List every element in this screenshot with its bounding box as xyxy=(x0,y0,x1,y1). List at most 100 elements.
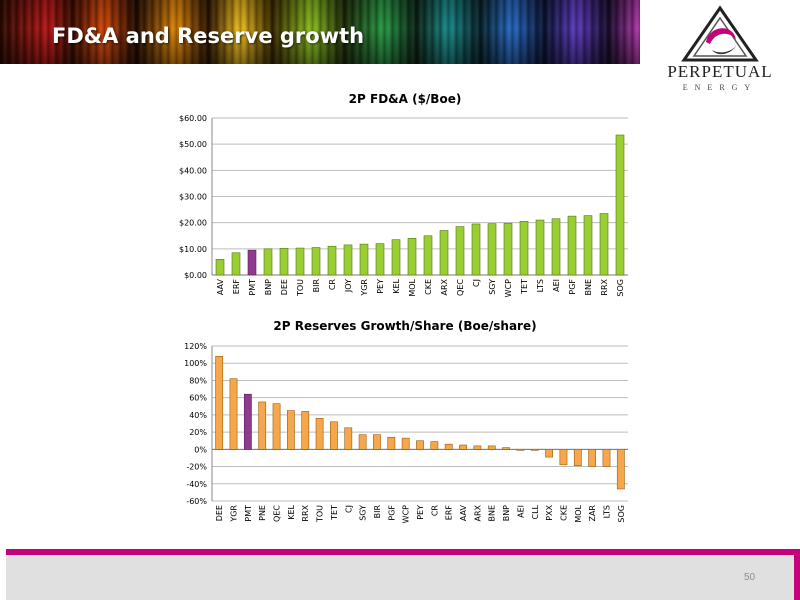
reserves-chart-bar-bir xyxy=(373,434,381,450)
reserves-chart-bar-qec xyxy=(272,403,281,450)
reserves-chart-y-tick-label: 60% xyxy=(189,394,207,403)
fda-chart-bar-sgy xyxy=(487,223,497,276)
reserves-chart-x-label-pey: PEY xyxy=(416,505,425,520)
reserves-chart-bar-mol xyxy=(573,449,582,466)
fda-chart-bar-ygr xyxy=(359,243,369,276)
fda-chart-bar-cj xyxy=(471,223,481,276)
fda-chart-y-ticks: $0.00 $10.00 $20.00 $30.00 $40.00 $50.00 $60.0… xyxy=(179,114,207,280)
reserves-chart-x-label-pgf: PGF xyxy=(387,505,396,521)
reserves-chart-x-label-cr: CR xyxy=(430,505,439,517)
reserves-chart-x-label-sog: SOG xyxy=(617,505,626,523)
fda-chart-x-label-pmt: PMT xyxy=(248,279,257,296)
fda-chart-x-label-mol: MOL xyxy=(408,278,417,296)
reserves-chart-bar-pgf xyxy=(387,436,396,450)
fda-chart-x-label-bne: BNE xyxy=(584,279,593,296)
fda-chart-bar-qec xyxy=(455,226,465,276)
reserves-chart-x-label-tou: TOU xyxy=(316,505,325,523)
fda-chart-x-label-cj: CJ xyxy=(472,279,481,287)
fda-chart-bar-tou xyxy=(295,247,305,276)
reserves-chart-x-label-erf: ERF xyxy=(445,505,454,521)
reserves-chart-x-label-bnp: BNP xyxy=(502,505,511,521)
reserves-chart-x-label-zar: ZAR xyxy=(588,505,597,522)
reserves-chart-bar-erf xyxy=(444,443,453,450)
fda-chart-x-label-cr: CR xyxy=(328,279,337,291)
reserves-chart-bar-pxx xyxy=(545,449,553,458)
reserves-chart-y-tick-label: -60% xyxy=(186,497,207,506)
logo-name: PERPETUAL xyxy=(667,62,773,81)
reserves-chart-y-tick-label: 100% xyxy=(184,359,207,368)
fda-chart-bar-pgf xyxy=(567,215,577,276)
fda-chart-bar-aei xyxy=(551,218,561,276)
reserves-chart-x-label-mol: MOL xyxy=(574,504,583,522)
fda-chart-bar-aav xyxy=(215,259,225,276)
reserves-chart-y-tick-label: -40% xyxy=(186,480,207,489)
reserves-chart-x-labels: DEE YGR PMT PNE QEC KEL RRX TOU TET CJ SGY BIR PGF WC… xyxy=(215,504,626,523)
reserves-chart-bar-aav xyxy=(459,444,467,450)
reserves-chart-bar-cj xyxy=(344,427,353,450)
reserves-chart-x-label-sgy: SGY xyxy=(359,505,368,521)
reserves-chart-x-label-aav: AAV xyxy=(459,504,468,521)
reserves-chart-y-tick-label: 120% xyxy=(184,342,207,351)
reserves-chart-x-label-bir: BIR xyxy=(373,505,382,519)
fda-chart: 2P FD&A ($/Boe) $0.00$10.00$20.00$30.00$… xyxy=(179,92,628,297)
fda-chart-x-label-tou: TOU xyxy=(296,279,305,297)
fda-chart-bar-pey xyxy=(375,243,385,276)
reserves-chart-x-label-pmt: PMT xyxy=(244,505,253,522)
reserves-chart-bar-bne xyxy=(487,445,496,450)
reserves-chart-bar-kel xyxy=(287,410,295,450)
reserves-chart-x-label-bne: BNE xyxy=(488,505,497,522)
fda-chart-x-label-kel: KEL xyxy=(392,278,401,293)
fda-chart-bar-wcp xyxy=(503,222,513,276)
fda-chart-y-tick-label: $20.00 xyxy=(179,219,207,228)
fda-chart-bar-lts xyxy=(535,219,545,276)
fda-chart-x-label-bnp: BNP xyxy=(264,279,273,295)
reserves-chart-bar-bnp xyxy=(502,447,510,450)
reserves-chart-x-label-pne: PNE xyxy=(258,505,267,521)
fda-chart-x-label-qec: QEC xyxy=(456,279,465,296)
reserves-chart-bar-lts xyxy=(602,449,611,467)
reserves-chart-bar-ygr xyxy=(229,378,238,450)
fda-chart-bar-sog xyxy=(615,134,625,276)
fda-chart-x-label-sog: SOG xyxy=(616,279,625,297)
reserves-chart-x-label-arx: ARX xyxy=(473,504,482,521)
reserves-chart: 2P Reserves Growth/Share (Boe/share) -60… xyxy=(184,319,628,523)
fda-chart-x-label-pgf: PGF xyxy=(568,279,577,295)
reserves-chart-bar-cll xyxy=(530,449,539,451)
fda-chart-x-label-cke: CKE xyxy=(424,279,433,295)
reserves-chart-x-label-cke: CKE xyxy=(559,505,568,521)
fda-chart-bar-arx xyxy=(439,230,449,276)
fda-chart-bar-cr xyxy=(327,245,337,276)
fda-chart-x-label-tet: TET xyxy=(520,279,529,295)
fda-chart-x-label-dee: DEE xyxy=(280,279,289,295)
reserves-chart-bar-rrx xyxy=(301,411,310,450)
fda-chart-y-tick-label: $0.00 xyxy=(184,271,207,280)
fda-chart-y-tick-label: $40.00 xyxy=(179,166,207,175)
reserves-chart-bar-pne xyxy=(258,401,267,450)
fda-chart-x-label-rrx: RRX xyxy=(600,278,609,295)
fda-chart-bar-kel xyxy=(391,239,401,276)
fda-chart-bar-dee xyxy=(279,248,289,276)
fda-chart-x-label-erf: ERF xyxy=(232,279,241,295)
reserves-chart-bars xyxy=(215,356,625,490)
reserves-chart-bar-cr xyxy=(430,441,439,450)
fda-chart-bar-bir xyxy=(311,247,321,276)
fda-chart-title: 2P FD&A ($/Boe) xyxy=(349,92,462,106)
reserves-chart-y-tick-label: 40% xyxy=(189,411,207,420)
slide-title: FD&A and Reserve growth xyxy=(52,24,365,48)
reserves-chart-x-label-lts: LTS xyxy=(602,505,611,518)
reserves-chart-title: 2P Reserves Growth/Share (Boe/share) xyxy=(273,319,536,333)
fda-chart-bar-cke xyxy=(423,235,433,276)
fda-chart-x-labels: AAV ERF PMT BNP DEE TOU BIR CR JOY YGR PEY KEL MOL CK… xyxy=(216,278,625,297)
fda-chart-x-label-bir: BIR xyxy=(312,279,321,293)
reserves-chart-bar-arx xyxy=(473,445,482,450)
reserves-chart-bar-wcp xyxy=(401,437,410,450)
reserves-chart-bar-cke xyxy=(559,449,568,466)
fda-chart-x-label-sgy: SGY xyxy=(488,279,497,295)
fda-chart-x-label-aav: AAV xyxy=(216,278,225,295)
fda-chart-x-label-aei: AEI xyxy=(552,279,561,292)
reserves-chart-y-tick-label: 80% xyxy=(189,376,207,385)
page-number: 50 xyxy=(744,572,756,583)
reserves-chart-x-label-cll: CLL xyxy=(531,504,540,519)
reserves-chart-bar-pmt xyxy=(243,393,252,450)
fda-chart-x-label-pey: PEY xyxy=(376,279,385,294)
